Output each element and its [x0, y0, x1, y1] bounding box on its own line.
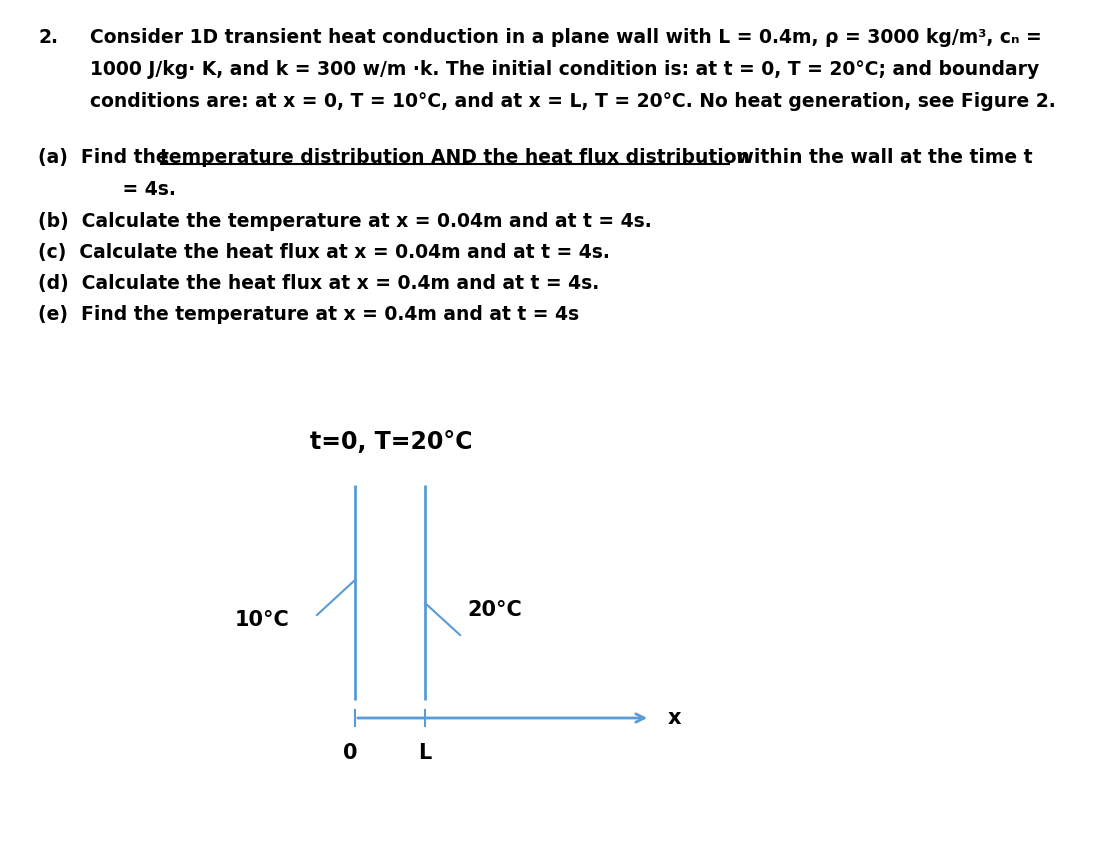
Text: (a)  Find the: (a) Find the	[38, 148, 175, 167]
Text: 2.: 2.	[38, 28, 58, 47]
Text: 1000 J/kg· K, and k = 300 w/m ·k. The initial condition is: at t = 0, T = 20°C; : 1000 J/kg· K, and k = 300 w/m ·k. The in…	[90, 60, 1039, 79]
Text: Consider 1D transient heat conduction in a plane wall with L = 0.4m, ρ = 3000 kg: Consider 1D transient heat conduction in…	[90, 28, 1042, 47]
Text: 0: 0	[343, 743, 357, 763]
Text: temperature distribution AND the heat flux distribution: temperature distribution AND the heat fl…	[160, 148, 750, 167]
Text: (d)  Calculate the heat flux at x = 0.4m and at t = 4s.: (d) Calculate the heat flux at x = 0.4m …	[38, 274, 599, 293]
Text: x: x	[668, 708, 681, 728]
Text: within the wall at the time t: within the wall at the time t	[730, 148, 1033, 167]
Text: 10°C: 10°C	[235, 610, 290, 630]
Text: t=0, T=20°C: t=0, T=20°C	[310, 430, 473, 454]
Text: L: L	[419, 743, 431, 763]
Text: = 4s.: = 4s.	[90, 180, 176, 199]
Text: conditions are: at x = 0, T = 10°C, and at x = L, T = 20°C. No heat generation, : conditions are: at x = 0, T = 10°C, and …	[90, 92, 1056, 111]
Text: (b)  Calculate the temperature at x = 0.04m and at t = 4s.: (b) Calculate the temperature at x = 0.0…	[38, 212, 652, 231]
Text: 20°C: 20°C	[467, 600, 522, 620]
Text: (e)  Find the temperature at x = 0.4m and at t = 4s: (e) Find the temperature at x = 0.4m and…	[38, 305, 579, 324]
Text: (c)  Calculate the heat flux at x = 0.04m and at t = 4s.: (c) Calculate the heat flux at x = 0.04m…	[38, 243, 610, 262]
